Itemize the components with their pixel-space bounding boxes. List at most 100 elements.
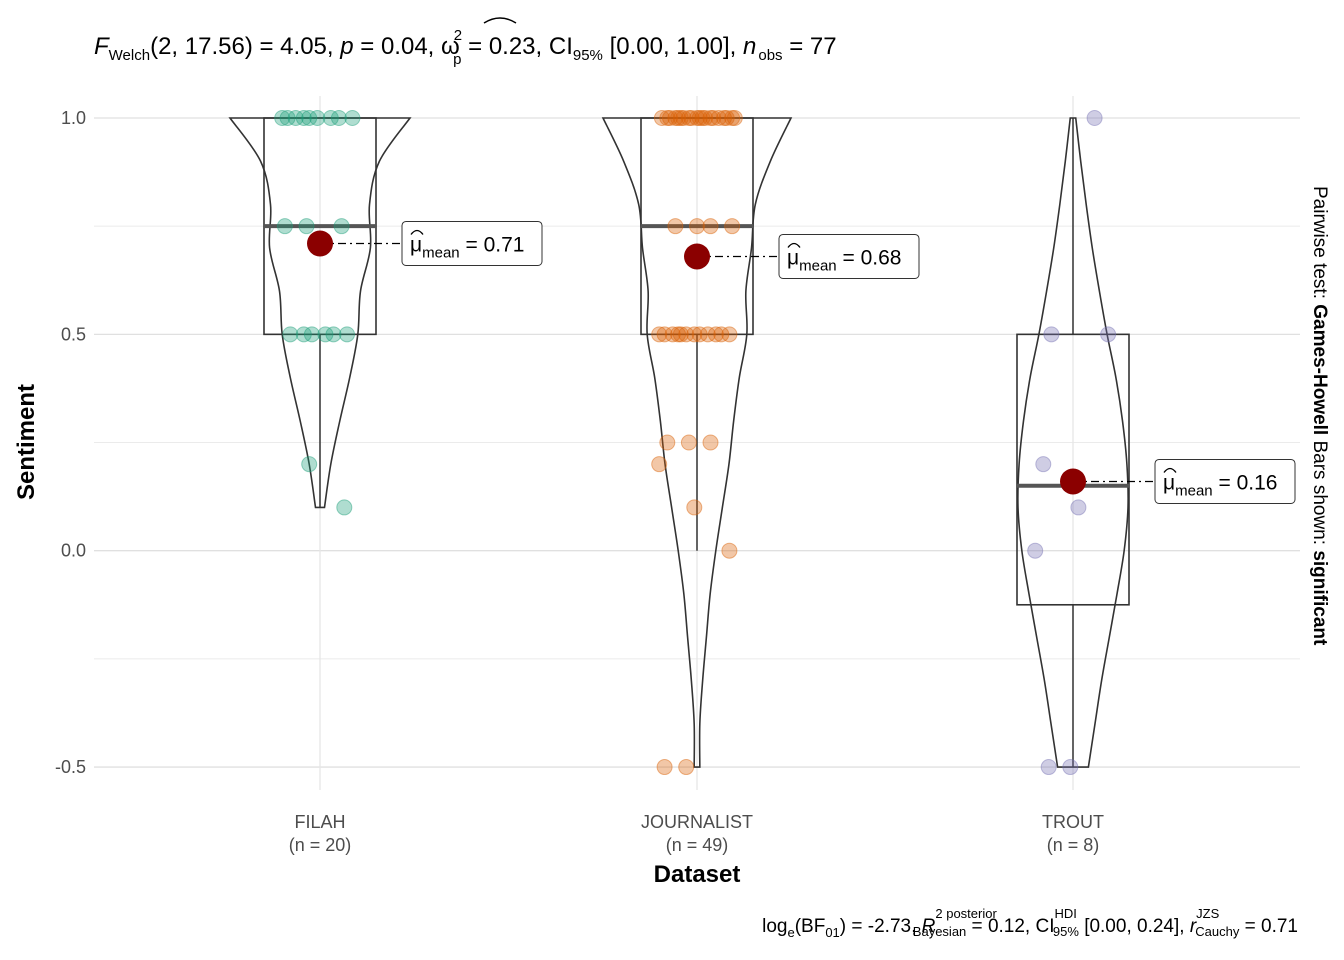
mean-hat-icon <box>787 242 801 248</box>
title-p-value: 0.04 <box>381 33 428 60</box>
x-tick-label: FILAH <box>294 812 345 832</box>
data-point <box>707 326 724 343</box>
data-point <box>276 218 293 235</box>
y-axis: -0.5 0.0 0.5 1.0 <box>55 108 86 777</box>
title-stat-name: F <box>94 33 110 60</box>
caption-r-sub: Cauchy <box>1195 924 1240 939</box>
plot-caption: loge(BF01) = -2.73, R2 posterior Bayesian… <box>762 906 1298 940</box>
data-point <box>1040 759 1057 776</box>
data-point <box>697 110 714 126</box>
mean-point <box>684 243 710 270</box>
data-point <box>702 434 719 451</box>
data-point <box>689 110 705 126</box>
caption-r2-symbol: R <box>922 916 936 937</box>
data-point <box>686 499 703 516</box>
data-point <box>694 110 711 126</box>
caption-bf-value: -2.73 <box>868 916 911 937</box>
violin-trout <box>1017 117 1129 768</box>
data-point <box>653 110 670 126</box>
data-point <box>718 110 735 126</box>
title-es-symbol: ω <box>441 33 460 60</box>
x-tick-label: TROUT <box>1042 812 1104 832</box>
data-point <box>724 218 741 235</box>
data-point <box>317 326 334 343</box>
caption-bf-prefix: log <box>762 916 787 937</box>
data-point <box>680 110 697 126</box>
data-points <box>274 110 1117 776</box>
title-p-label: p <box>339 33 353 60</box>
y-tick-label: 1.0 <box>61 108 86 128</box>
caption-ci-value: [0.00, 0.24] <box>1084 916 1179 937</box>
data-point <box>274 110 291 126</box>
title-stat-value: 4.05 <box>280 33 327 60</box>
side-prefix: Pairwise test: <box>1309 186 1330 304</box>
data-point <box>716 110 732 126</box>
data-point <box>333 218 350 235</box>
data-point <box>298 218 315 235</box>
data-point <box>705 110 722 126</box>
data-point <box>279 110 296 126</box>
pairwise-side-label: Pairwise test: Games-Howell Bars shown: … <box>1309 186 1330 646</box>
caption-r-sup: JZS <box>1196 906 1219 921</box>
mean-subscript: mean <box>799 257 837 274</box>
data-point <box>659 434 676 451</box>
data-point <box>330 110 347 126</box>
title-es-sup: 2 <box>454 27 462 44</box>
caption-ci-sup: HDI <box>1054 906 1076 921</box>
title-ci-value: [0.00, 1.00] <box>610 33 730 60</box>
title-df: (2, 17.56) <box>150 33 253 60</box>
title-es-value: 0.23 <box>489 33 536 60</box>
data-point <box>686 326 703 343</box>
mean-subscript: mean <box>1175 482 1213 499</box>
mean-symbol: μ <box>787 246 799 269</box>
mean-value: 0.71 <box>484 233 525 256</box>
side-test: Games-Howell <box>1309 304 1330 435</box>
data-point <box>1086 110 1103 126</box>
data-point <box>295 110 312 126</box>
data-point <box>336 499 353 516</box>
x-tick-n-label: (n = 8) <box>1047 835 1100 855</box>
title-ci-label: CI <box>549 33 573 60</box>
data-point <box>656 759 673 776</box>
mean-hat-icon <box>1163 467 1177 473</box>
data-point <box>1062 759 1079 776</box>
data-point <box>1027 542 1044 559</box>
data-point <box>667 110 684 126</box>
data-point <box>680 434 697 451</box>
caption-bf-close: ) <box>840 916 846 937</box>
violin-filah <box>228 117 412 509</box>
x-axis-title: Dataset <box>654 861 741 888</box>
data-point <box>303 326 320 343</box>
data-point <box>656 326 673 343</box>
mean-symbol: μ <box>410 233 422 256</box>
y-tick-label: -0.5 <box>55 757 86 777</box>
data-point <box>1070 499 1087 516</box>
violins <box>228 117 1129 768</box>
mean-point <box>1060 468 1086 495</box>
data-point <box>309 110 326 126</box>
data-point <box>713 326 730 343</box>
data-point <box>670 326 687 343</box>
mean-hat-icon <box>410 229 424 235</box>
data-point <box>702 110 719 126</box>
data-point <box>651 456 668 473</box>
data-point <box>344 110 361 126</box>
box-trout <box>1016 333 1130 606</box>
data-point <box>689 218 705 235</box>
x-tick-n-label: (n = 20) <box>289 835 352 855</box>
mean-label-box <box>1154 458 1296 504</box>
data-point <box>662 110 678 126</box>
data-point <box>702 218 719 235</box>
data-point <box>683 110 700 126</box>
data-point <box>325 326 342 343</box>
y-tick-label: 0.5 <box>61 324 86 344</box>
data-point <box>691 110 708 126</box>
caption-bf-e: e <box>787 925 794 940</box>
title-es-sub: p <box>453 51 461 68</box>
mean-subscript: mean <box>422 244 460 261</box>
title-stat-sub: Welch <box>109 47 150 64</box>
mean-label-box <box>778 233 920 279</box>
title-hat-icon <box>483 17 517 24</box>
caption-r2-sub: Bayesian <box>913 924 966 939</box>
